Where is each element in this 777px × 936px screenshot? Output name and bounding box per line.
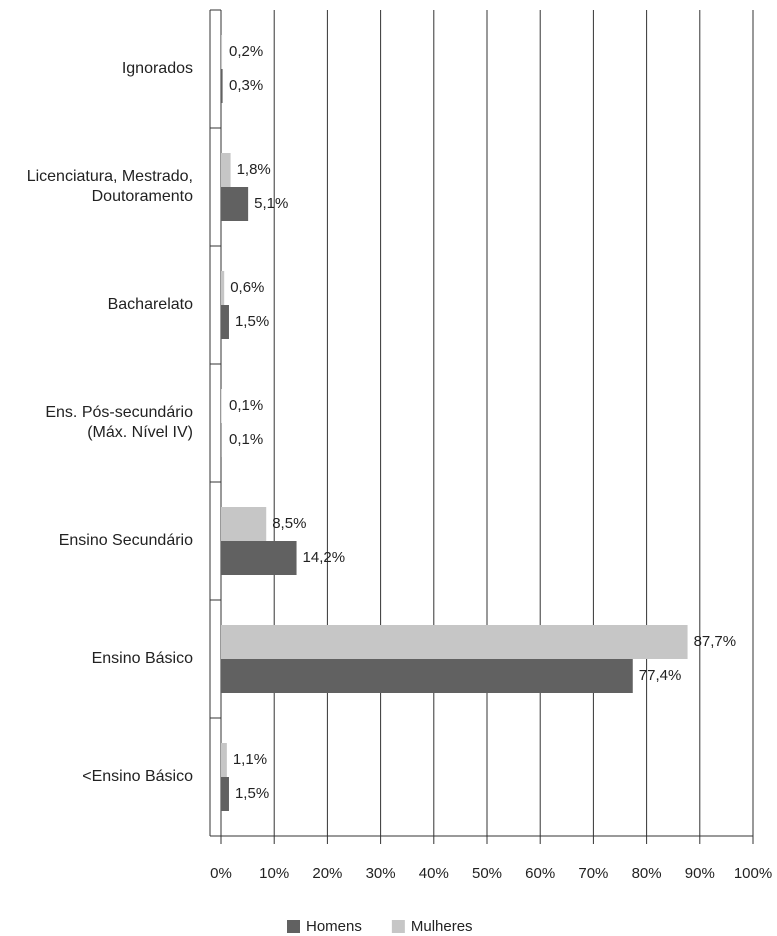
x-tick-label: 60% <box>525 865 555 882</box>
bar <box>221 69 223 103</box>
value-label: 0,1% <box>229 431 263 448</box>
x-tick-label: 30% <box>366 865 396 882</box>
value-label: 1,8% <box>237 161 271 178</box>
category-label: Licenciatura, Mestrado, Doutoramento <box>26 168 193 205</box>
value-label: 14,2% <box>303 549 346 566</box>
value-label: 5,1% <box>254 195 288 212</box>
bar <box>221 305 229 339</box>
legend-swatch <box>391 920 405 933</box>
bar <box>221 187 249 221</box>
x-tick-label: 100% <box>734 865 772 882</box>
value-label: 1,5% <box>235 785 269 802</box>
x-tick-label: 40% <box>419 865 449 882</box>
category-label: Bacharelato <box>107 296 193 313</box>
value-label: 0,2% <box>229 43 263 60</box>
category-label: <Ensino Básico <box>82 768 193 785</box>
x-tick-label: 0% <box>210 865 232 882</box>
bar <box>221 625 688 659</box>
bar <box>221 389 222 423</box>
bar <box>221 423 222 457</box>
value-label: 77,4% <box>639 667 682 684</box>
value-label: 0,3% <box>229 77 263 94</box>
x-tick-label: 70% <box>578 865 608 882</box>
legend-label: Mulheres <box>411 918 473 935</box>
bar <box>221 743 227 777</box>
bar <box>221 507 267 541</box>
x-tick-label: 80% <box>632 865 662 882</box>
category-label: Ignorados <box>121 60 193 77</box>
bar <box>221 777 229 811</box>
bar <box>221 35 223 69</box>
bar <box>221 271 225 305</box>
x-tick-label: 10% <box>259 865 289 882</box>
category-label: Ensino Básico <box>91 650 193 667</box>
value-label: 1,1% <box>233 751 267 768</box>
bar <box>221 153 231 187</box>
x-tick-label: 20% <box>312 865 342 882</box>
bar <box>221 659 633 693</box>
legend-swatch <box>287 920 300 933</box>
category-label: Ens. Pós-secundário (Máx. Nível IV) <box>45 404 193 441</box>
value-label: 8,5% <box>272 515 306 532</box>
value-label: 1,5% <box>235 313 269 330</box>
value-label: 87,7% <box>694 633 737 650</box>
x-tick-label: 90% <box>685 865 715 882</box>
value-label: 0,6% <box>230 279 264 296</box>
value-label: 0,1% <box>229 397 263 414</box>
x-tick-label: 50% <box>472 865 502 882</box>
legend-label: Homens <box>306 918 362 935</box>
category-label: Ensino Secundário <box>58 532 193 549</box>
bar <box>221 541 297 575</box>
